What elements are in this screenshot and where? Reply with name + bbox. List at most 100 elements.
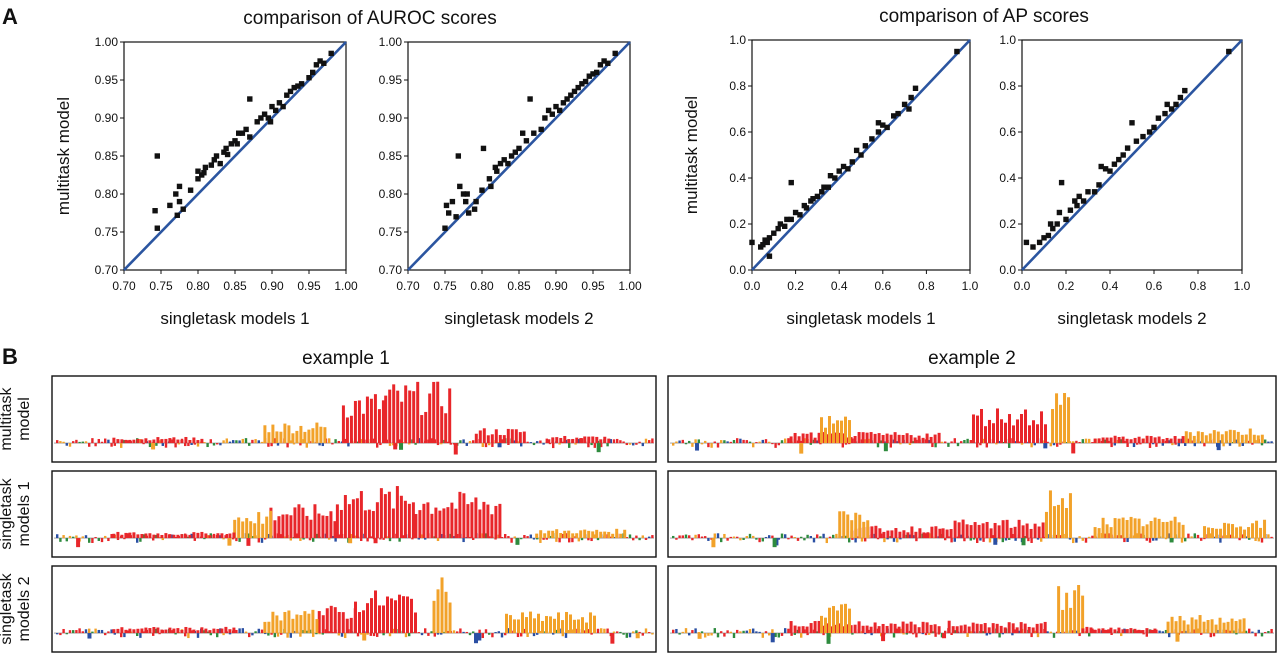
logo-letter	[120, 443, 123, 448]
logo-letter	[1257, 538, 1260, 542]
logo-letter	[1133, 518, 1137, 539]
logo-letter	[225, 438, 228, 444]
x-tick-label: 0.95	[581, 279, 605, 293]
logo-letter	[1198, 615, 1202, 634]
logo-letter	[1212, 633, 1216, 637]
logo-letter	[1171, 443, 1174, 446]
logo-letter	[790, 535, 793, 539]
logo-letter	[1137, 629, 1141, 634]
data-point	[306, 75, 312, 81]
logo-letter	[826, 633, 831, 644]
logo-letter	[196, 532, 200, 539]
logo-letter	[612, 439, 616, 444]
logo-letter	[806, 534, 809, 539]
data-point	[501, 157, 507, 163]
logo-letter	[619, 440, 622, 444]
logo-letter	[844, 603, 847, 634]
logo-letter	[969, 440, 972, 444]
x-tick-label: 0.6	[1146, 279, 1163, 293]
logo-letter	[1091, 442, 1094, 444]
logo-letter	[969, 525, 973, 539]
data-point	[1162, 110, 1168, 117]
logo-letter	[107, 439, 110, 444]
logo-letter	[1235, 439, 1238, 444]
logo-letter	[1165, 437, 1169, 444]
logo-letter	[768, 535, 771, 539]
logo-letter	[176, 534, 180, 539]
data-point	[187, 187, 194, 193]
logo-letter	[1181, 524, 1185, 539]
logo-letter	[595, 529, 599, 539]
logo-letter	[764, 631, 768, 634]
logo-letter	[481, 443, 484, 447]
logo-letter	[866, 520, 870, 539]
logo-letter	[1207, 527, 1211, 539]
data-point	[317, 58, 323, 64]
logo-letter	[1187, 438, 1190, 444]
logo-letter	[440, 633, 443, 635]
logo-letter	[641, 633, 644, 636]
logo-letter	[116, 439, 120, 444]
logo-letter	[370, 598, 373, 634]
logo-letter	[180, 439, 184, 444]
logo-letter	[416, 381, 420, 444]
logo-letter	[168, 438, 172, 444]
logo-letter	[555, 437, 559, 444]
data-point	[486, 176, 493, 182]
logo-letter	[379, 488, 383, 539]
logo-letter	[184, 633, 187, 637]
logo-letter	[399, 443, 404, 450]
logo-letter	[745, 630, 748, 634]
logo-letter	[142, 443, 145, 445]
logo-letter	[774, 443, 777, 448]
logo-letter	[1145, 524, 1149, 539]
logo-letter	[349, 415, 353, 444]
data-point	[825, 184, 831, 190]
logo-letter	[187, 633, 190, 639]
logo-letter	[768, 633, 771, 636]
logo-letter	[144, 533, 148, 539]
logo-letter	[704, 633, 707, 638]
logo-letter	[768, 441, 771, 444]
logo-letter	[784, 438, 787, 444]
data-point	[176, 183, 183, 190]
logo-letter	[482, 428, 486, 444]
logo-letter	[196, 630, 200, 634]
logo-letter	[192, 629, 196, 634]
logo-letter	[1251, 443, 1254, 445]
logo-letter	[126, 630, 129, 634]
logo-letter	[251, 536, 254, 539]
logo-letter	[1216, 443, 1221, 451]
logo-letter	[716, 533, 720, 539]
logo-letter	[1168, 440, 1171, 444]
logo-letter	[1019, 622, 1023, 634]
logo-letter	[926, 532, 930, 539]
logo-letter	[918, 528, 922, 539]
scatter-plot-1: 0.700.700.750.750.800.800.850.850.900.90…	[54, 35, 358, 328]
logo-letter	[1206, 620, 1210, 634]
logo-letter	[571, 538, 574, 543]
logo-letter	[913, 437, 917, 444]
logo-letter	[720, 631, 723, 634]
logo-letter	[152, 538, 155, 541]
logo-letter	[622, 441, 625, 444]
logo-letter	[723, 440, 726, 444]
x-axis-label: singletask models 2	[1057, 309, 1206, 328]
logo-letter	[883, 538, 886, 543]
logo-letter	[953, 538, 956, 542]
data-point	[460, 191, 467, 197]
logo-letter	[953, 630, 956, 634]
logo-letter	[414, 612, 417, 634]
logo-letter	[1136, 533, 1139, 539]
logo-letter	[579, 530, 583, 539]
logo-letter	[450, 502, 454, 539]
data-point	[1177, 94, 1184, 101]
logo-letter	[484, 443, 488, 448]
logo-letter	[745, 440, 748, 444]
logo-letter	[998, 538, 1001, 540]
logo-letter	[392, 384, 396, 444]
data-point	[1096, 182, 1102, 188]
logo-letter	[325, 608, 329, 634]
data-point	[766, 253, 773, 259]
logo-letter	[360, 439, 363, 444]
